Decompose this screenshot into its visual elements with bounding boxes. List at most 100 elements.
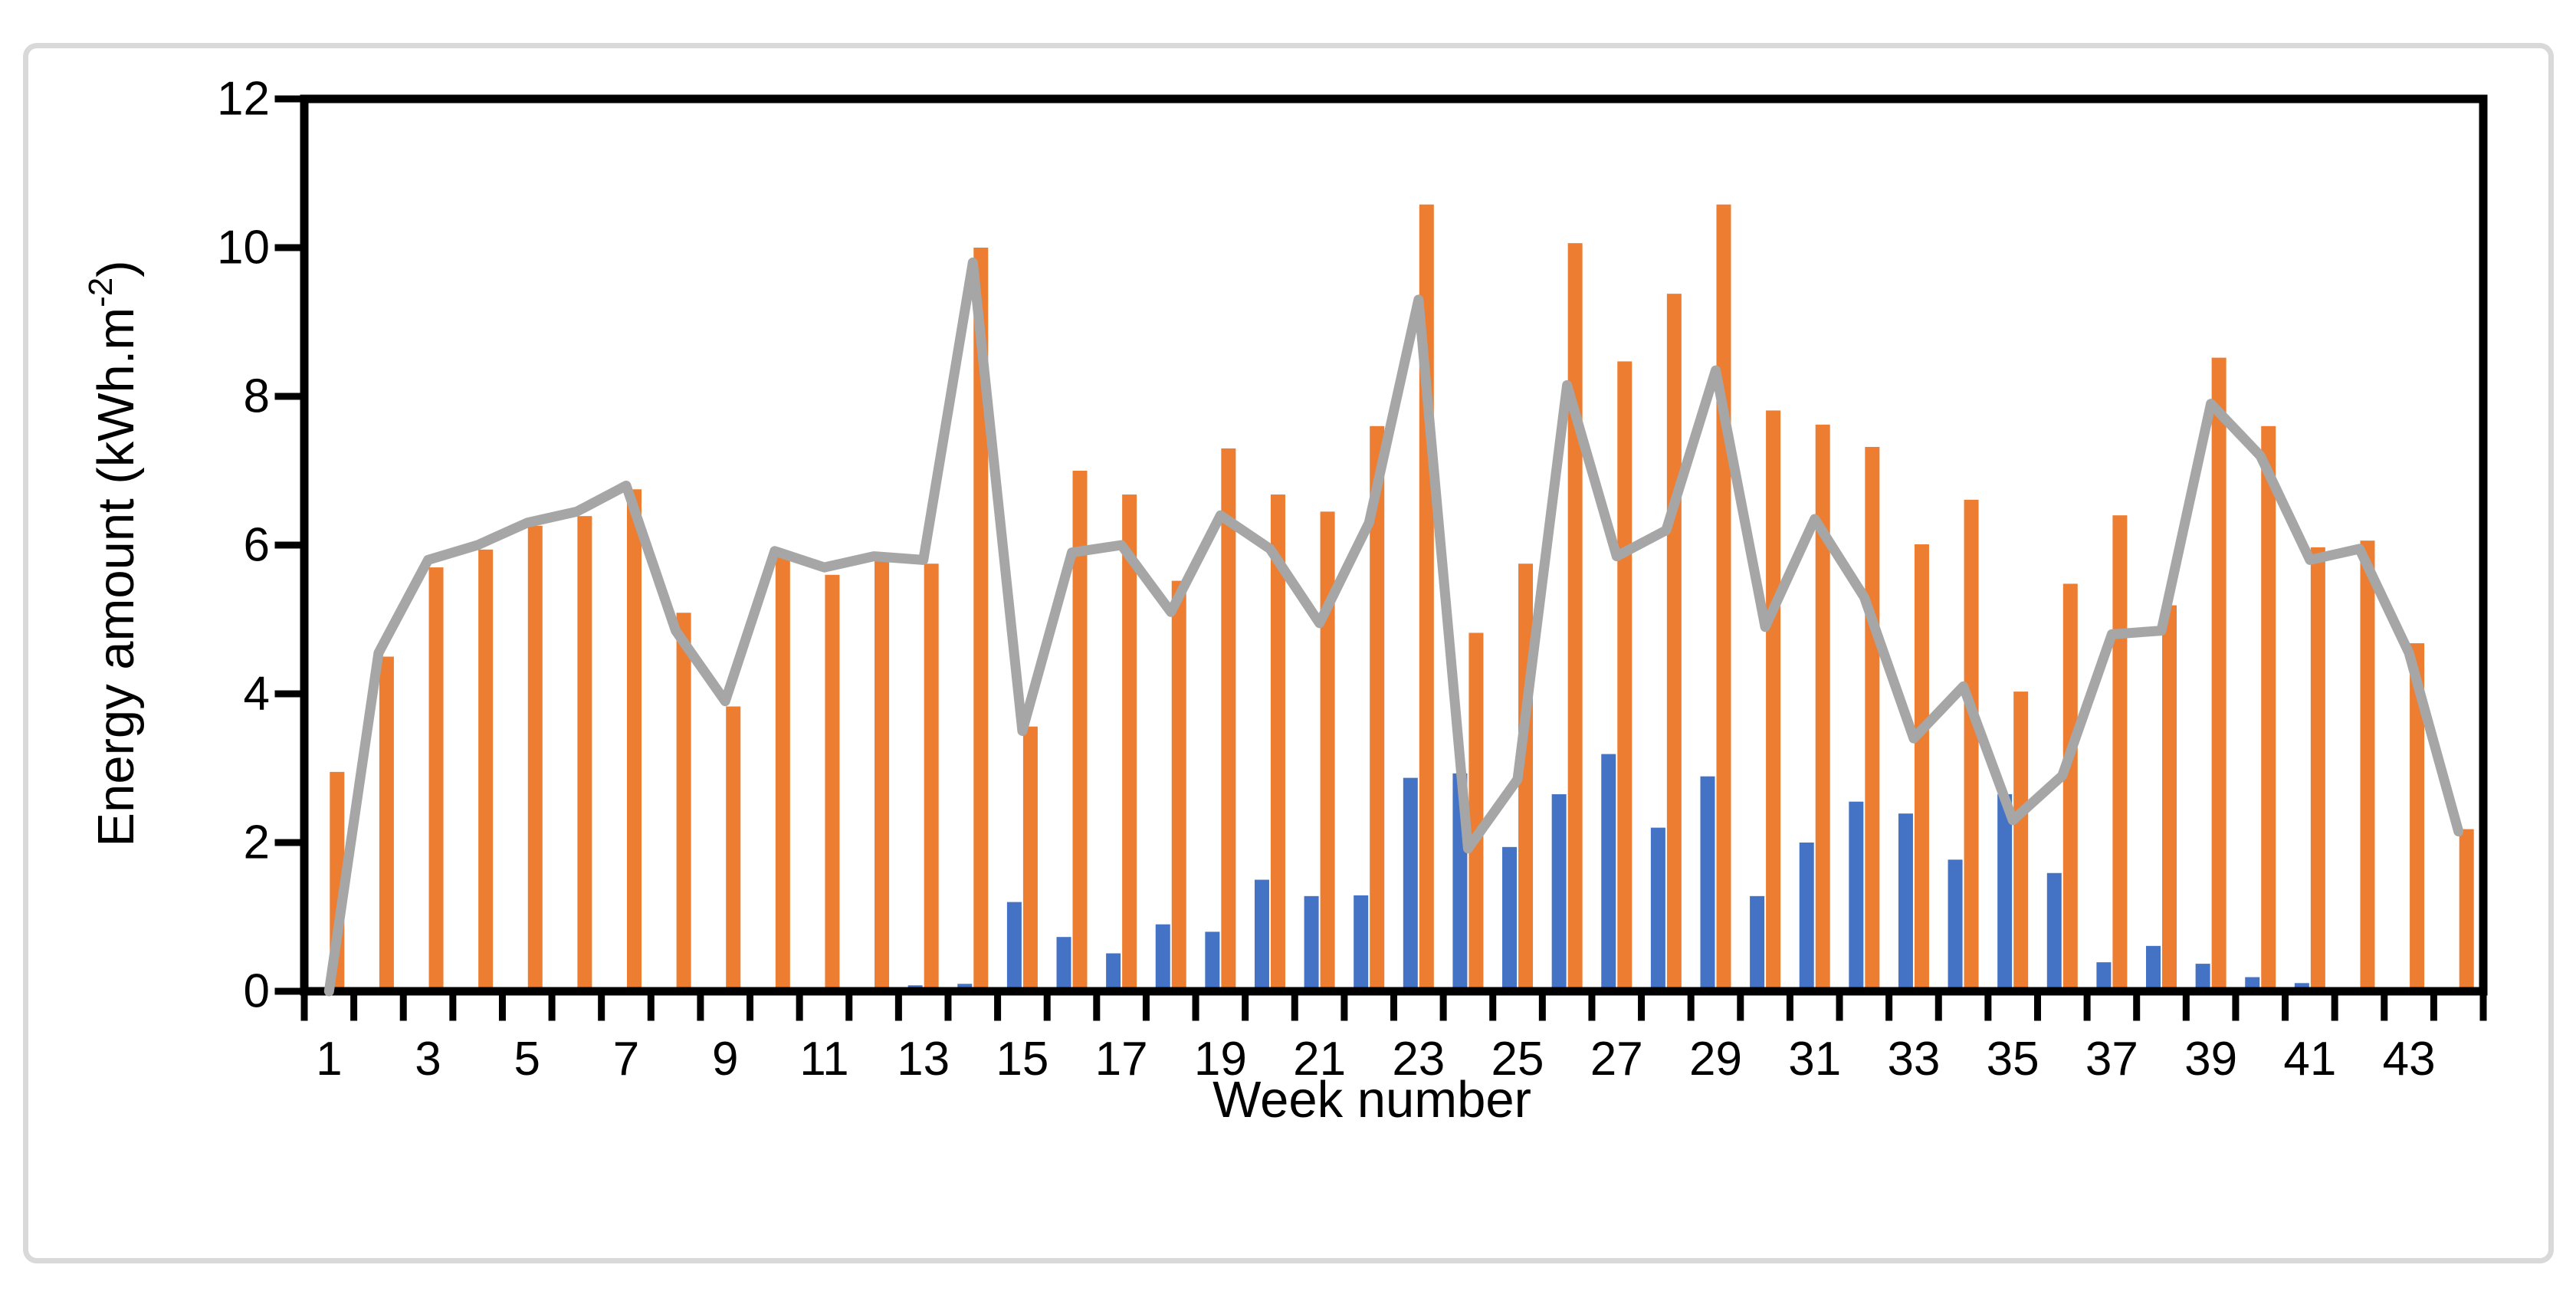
x-tick-label: 27 (1590, 1033, 1643, 1086)
plot-box-border (300, 94, 2488, 996)
blue-bars-week-36 (2046, 872, 2062, 994)
orange-bars-week-22 (1370, 425, 1385, 994)
x-tick-label: 23 (1392, 1033, 1445, 1086)
x-tick-label: 37 (2085, 1033, 2138, 1086)
x-tick-label: 41 (2283, 1033, 2336, 1086)
x-tick-label: 17 (1095, 1033, 1148, 1086)
orange-bars-week-3 (428, 567, 444, 994)
orange-bars-week-35 (2013, 692, 2029, 994)
orange-bars-week-33 (1914, 544, 1929, 994)
x-tick-label: 1 (316, 1033, 342, 1086)
orange-bars-week-19 (1221, 448, 1236, 994)
x-tick-label: 43 (2383, 1033, 2436, 1086)
x-tick-label: 11 (799, 1033, 848, 1086)
orange-bars-week-42 (2360, 540, 2375, 994)
blue-bars-week-30 (1750, 895, 1765, 994)
x-tick-label: 39 (2184, 1033, 2237, 1086)
x-tick-label: 31 (1788, 1033, 1841, 1086)
orange-bars-week-44 (2459, 829, 2474, 994)
y-tick-label: 2 (244, 816, 270, 869)
blue-bars-week-31 (1799, 843, 1814, 994)
blue-bars-week-17 (1106, 953, 1121, 994)
orange-bars-week-39 (2211, 357, 2227, 994)
gray-line (323, 257, 2464, 997)
blue-bars-week-27 (1601, 754, 1616, 994)
orange-bars-week-37 (2112, 515, 2128, 994)
blue-bars-week-26 (1551, 793, 1567, 994)
orange-bars-week-20 (1270, 494, 1285, 994)
orange-bars-week-36 (2062, 583, 2078, 994)
y-tick-label: 4 (244, 668, 270, 721)
blue-bars-week-37 (2096, 962, 2112, 994)
orange-bars-week-6 (577, 516, 592, 994)
blue-bars-week-33 (1898, 813, 1913, 994)
blue-bars-week-29 (1700, 776, 1715, 994)
orange-bars-week-34 (1964, 499, 1979, 994)
orange-bars-week-11 (825, 574, 840, 994)
orange-bars-week-32 (1865, 446, 1880, 994)
x-tick-label: 19 (1194, 1033, 1247, 1086)
blue-bars-week-35 (1997, 793, 2013, 994)
blue-bars-week-25 (1502, 846, 1518, 994)
blue-bars-week-28 (1650, 827, 1665, 994)
y-axis-title-superscript: -2 (82, 277, 120, 307)
x-tick-label: 15 (996, 1033, 1048, 1086)
orange-bars-week-18 (1171, 580, 1186, 994)
blue-bars-week-18 (1155, 924, 1170, 994)
orange-bars-week-4 (478, 549, 494, 994)
orange-bars-week-5 (527, 525, 543, 994)
x-tick-label: 3 (415, 1033, 441, 1086)
orange-bars-week-15 (1022, 726, 1038, 994)
x-axis-title: Week number (1213, 1071, 1531, 1129)
orange-bars-week-31 (1815, 424, 1830, 994)
y-axis-title-close: ) (87, 260, 145, 278)
y-tick-label: 0 (244, 965, 270, 1018)
y-axis-title: Energy amount (kWh.m-2) (67, 239, 145, 868)
y-tick-label: 12 (217, 73, 270, 126)
orange-bars-week-10 (775, 556, 790, 994)
blue-bars-week-16 (1056, 937, 1071, 994)
orange-bars-week-7 (626, 489, 642, 994)
x-tick-label: 25 (1491, 1033, 1544, 1086)
blue-bars-week-22 (1354, 895, 1369, 994)
orange-bars-week-16 (1072, 471, 1088, 994)
orange-bars-week-2 (379, 656, 394, 994)
y-tick-label: 10 (217, 222, 270, 274)
y-tick-label: 6 (244, 519, 270, 572)
orange-bars-week-12 (875, 556, 890, 994)
orange-bars-week-41 (2310, 547, 2325, 994)
blue-bars-week-21 (1304, 895, 1319, 994)
blue-bars-week-19 (1205, 931, 1220, 994)
blue-bars-week-39 (2195, 964, 2210, 994)
orange-bars-week-38 (2162, 605, 2177, 994)
x-tick-label: 35 (1987, 1033, 2039, 1086)
blue-bars-week-15 (1006, 902, 1022, 994)
blue-bars-week-20 (1254, 879, 1269, 994)
x-tick-label: 33 (1887, 1033, 1940, 1086)
orange-bars-week-14 (973, 248, 989, 994)
orange-bars-week-40 (2261, 425, 2276, 994)
x-tick-label: 21 (1293, 1033, 1346, 1086)
x-tick-label: 5 (514, 1033, 540, 1086)
orange-bars-week-29 (1716, 204, 1731, 994)
orange-bars-week-30 (1766, 410, 1781, 994)
x-tick-label: 9 (712, 1033, 738, 1086)
x-tick-label: 13 (897, 1033, 950, 1086)
x-tick-label: 29 (1689, 1033, 1742, 1086)
orange-bars-week-27 (1617, 361, 1633, 994)
orange-bars-week-17 (1122, 494, 1137, 994)
orange-bars-week-9 (726, 706, 741, 994)
orange-bars-week-26 (1567, 243, 1583, 994)
blue-bars-week-34 (1948, 859, 1963, 994)
orange-bars-week-43 (2410, 643, 2425, 994)
blue-bars-week-23 (1403, 777, 1418, 994)
orange-bars-week-8 (676, 613, 691, 994)
orange-bars-week-13 (924, 563, 939, 994)
orange-bars-week-28 (1666, 294, 1682, 994)
y-tick-label: 8 (244, 370, 270, 423)
y-axis-title-text: Energy amount (kWh.m (87, 307, 145, 847)
blue-bars-week-38 (2146, 945, 2161, 994)
orange-bars-week-21 (1320, 511, 1335, 994)
